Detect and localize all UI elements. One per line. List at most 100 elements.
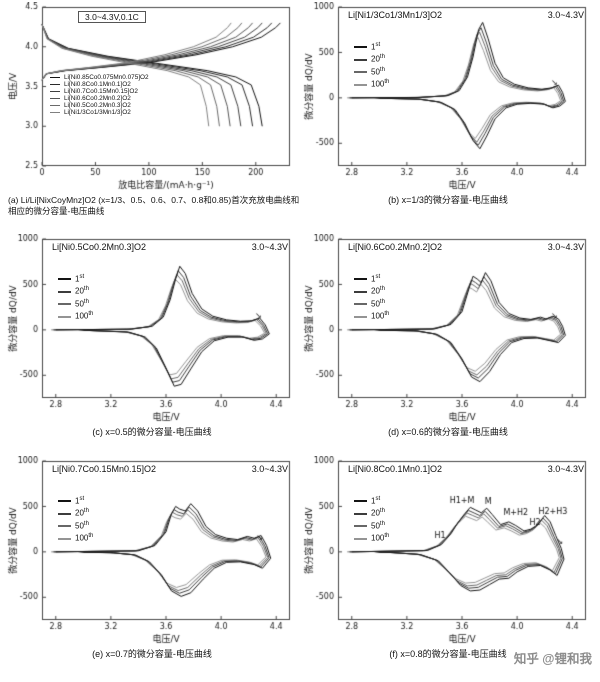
- legend-item: 100th: [354, 79, 389, 89]
- panel-f-legend: 1st 20th 50th 100th: [354, 496, 389, 544]
- panel-c-formula: Li[Ni0.5Co0.2Mn0.3]O2: [52, 242, 147, 252]
- legend-label: 1st: [75, 496, 85, 506]
- panel-a: 3.0~4.3V,0.1C Li[Ni0.85Co0.075Mn0.075]O2…: [6, 2, 299, 216]
- legend-item: 1st: [354, 274, 389, 284]
- legend-label: 50th: [371, 298, 385, 309]
- legend-line-sample: [354, 278, 367, 281]
- legend-line-sample: [50, 91, 60, 93]
- legend-item: Li[Ni0.5Co0.2Mn0.3]O2: [50, 102, 149, 109]
- legend-line-sample: [354, 71, 367, 74]
- panel-e-caption: (e) x=0.7的微分容量-电压曲线: [92, 649, 212, 659]
- legend-line-sample: [354, 303, 367, 306]
- legend-label: 1st: [75, 274, 85, 284]
- panel-d-voltage-range: 3.0~4.3V: [547, 242, 584, 252]
- legend-line-sample: [354, 537, 367, 540]
- legend-item: 100th: [354, 311, 389, 321]
- legend-line-sample: [50, 105, 60, 107]
- legend-item: 50th: [354, 299, 389, 309]
- legend-label: 50th: [371, 66, 385, 77]
- legend-label: 50th: [75, 298, 89, 309]
- panel-b-formula: Li[Ni1/3Co1/3Mn1/3]O2: [348, 10, 443, 20]
- legend-label: 100th: [75, 311, 94, 322]
- legend-label: 100th: [75, 533, 94, 544]
- legend-item: Li[Ni1/3Co1/3Mn1/3]O2: [50, 109, 149, 116]
- legend-line-sample: [354, 315, 367, 318]
- legend-label: 1st: [371, 42, 381, 52]
- legend-line-sample: [58, 278, 71, 281]
- legend-label: 100th: [371, 533, 390, 544]
- panel-a-legend: Li[Ni0.85Co0.075Mn0.075]O2 Li[Ni0.8Co0.1M…: [50, 74, 149, 116]
- legend-line-sample: [354, 500, 367, 503]
- legend-line-sample: [354, 290, 367, 293]
- legend-label: 100th: [371, 79, 390, 90]
- legend-line-sample: [58, 525, 71, 528]
- legend-line-sample: [354, 83, 367, 86]
- legend-item: 20th: [58, 286, 93, 296]
- panel-e: Li[Ni0.7Co0.15Mn0.15]O2 3.0~4.3V 1st 20th…: [6, 456, 298, 660]
- panel-f-voltage-range: 3.0~4.3V: [547, 464, 584, 474]
- legend-item: 1st: [58, 274, 93, 284]
- zhihu-watermark: 知乎 @锂和我: [513, 652, 592, 666]
- legend-item: 100th: [58, 533, 93, 543]
- legend-label: Li[Ni0.85Co0.075Mn0.075]O2: [64, 74, 149, 81]
- legend-line-sample: [50, 77, 60, 79]
- legend-line-sample: [58, 303, 71, 306]
- panel-c-plot-canvas: [6, 234, 298, 424]
- panel-d-plot-canvas: [302, 234, 594, 424]
- legend-line-sample: [58, 512, 71, 515]
- legend-label: 50th: [371, 520, 385, 531]
- legend-item: 1st: [354, 42, 389, 52]
- panel-c-legend: 1st 20th 50th 100th: [58, 274, 93, 322]
- panel-b-voltage-range: 3.0~4.3V: [547, 10, 584, 20]
- legend-label: Li[Ni0.7Co0.15Mn0.15]O2: [64, 88, 138, 96]
- panel-d-formula: Li[Ni0.6Co0.2Mn0.2]O2: [348, 242, 443, 252]
- legend-line-sample: [354, 512, 367, 515]
- panel-a-caption: (a) Li/Li[NixCoyMnz]O2 (x=1/3、0.5、0.6、0.…: [8, 195, 300, 216]
- panel-b-plot-canvas: [302, 2, 594, 192]
- legend-item: 20th: [354, 54, 389, 64]
- legend-line-sample: [50, 98, 60, 100]
- legend-label: 50th: [75, 520, 89, 531]
- panel-b-caption: (b) x=1/3的微分容量-电压曲线: [388, 195, 508, 205]
- panel-f-plot-canvas: [302, 456, 594, 646]
- legend-label: 20th: [75, 508, 89, 519]
- panel-d-caption: (d) x=0.6的微分容量-电压曲线: [388, 427, 508, 437]
- legend-item: 20th: [354, 508, 389, 518]
- legend-item: 50th: [354, 67, 389, 77]
- legend-label: 20th: [371, 286, 385, 297]
- legend-item: 20th: [354, 286, 389, 296]
- legend-line-sample: [58, 537, 71, 540]
- legend-label: 1st: [371, 496, 381, 506]
- panel-d: Li[Ni0.6Co0.2Mn0.2]O2 3.0~4.3V 1st 20th 50…: [302, 234, 594, 438]
- panel-c: Li[Ni0.5Co0.2Mn0.3]O2 3.0~4.3V 1st 20th 50…: [6, 234, 298, 438]
- legend-line-sample: [58, 315, 71, 318]
- panel-e-plot-canvas: [6, 456, 298, 646]
- voltage-rate-annotation: 3.0~4.3V,0.1C: [78, 11, 146, 23]
- legend-item: Li[Ni0.8Co0.1Mn0.1]O2: [50, 81, 149, 88]
- legend-item: 100th: [354, 533, 389, 543]
- legend-label: 20th: [75, 286, 89, 297]
- panel-e-voltage-range: 3.0~4.3V: [251, 464, 288, 474]
- legend-label: 100th: [371, 311, 390, 322]
- legend-line-sample: [354, 58, 367, 61]
- legend-item: 50th: [58, 299, 93, 309]
- legend-item: 50th: [58, 521, 93, 531]
- panel-c-caption: (c) x=0.5的微分容量-电压曲线: [92, 427, 212, 437]
- legend-label: Li[Ni0.5Co0.2Mn0.3]O2: [64, 102, 131, 110]
- legend-item: 20th: [58, 508, 93, 518]
- legend-label: Li[Ni1/3Co1/3Mn1/3]O2: [64, 109, 131, 117]
- panel-b: Li[Ni1/3Co1/3Mn1/3]O2 3.0~4.3V 1st 20th 50…: [302, 2, 594, 206]
- legend-label: 20th: [371, 508, 385, 519]
- legend-label: 1st: [371, 274, 381, 284]
- panel-f-formula: Li[Ni0.8Co0.1Mn0.1]O2: [348, 464, 443, 474]
- legend-line-sample: [50, 84, 60, 86]
- panel-f: Li[Ni0.8Co0.1Mn0.1]O2 3.0~4.3V 1st 20th 50…: [302, 456, 594, 660]
- panel-e-legend: 1st 20th 50th 100th: [58, 496, 93, 544]
- panel-b-legend: 1st 20th 50th 100th: [354, 42, 389, 90]
- panel-e-formula: Li[Ni0.7Co0.15Mn0.15]O2: [52, 464, 157, 474]
- legend-item: 50th: [354, 521, 389, 531]
- legend-line-sample: [58, 290, 71, 293]
- legend-label: Li[Ni0.6Co0.2Mn0.2]O2: [64, 95, 131, 103]
- panel-d-legend: 1st 20th 50th 100th: [354, 274, 389, 322]
